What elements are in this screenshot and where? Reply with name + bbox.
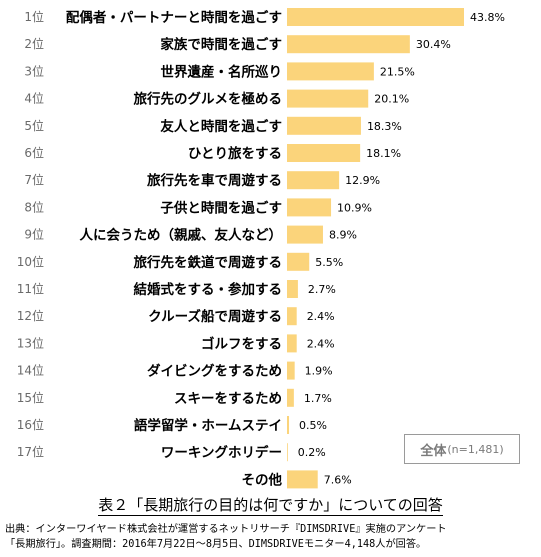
bar: [287, 171, 340, 190]
value-label: 2.4%: [307, 337, 335, 350]
rank-label: 11位: [17, 281, 44, 296]
value-label: 5.5%: [315, 256, 343, 269]
rank-label: 2位: [24, 36, 44, 51]
category-label: 世界遺産・名所巡り: [161, 63, 283, 80]
category-label: 語学留学・ホームステイ: [134, 417, 282, 434]
bar: [287, 225, 323, 244]
bar: [287, 280, 298, 298]
rank-label: 15位: [17, 390, 44, 405]
rank-label: 8位: [24, 199, 44, 214]
rank-label: 12位: [17, 308, 44, 323]
bar: [287, 8, 464, 26]
bar: [287, 144, 361, 162]
bar: [287, 416, 290, 434]
category-label: 旅行先を車で周遊する: [147, 172, 282, 189]
bar: [287, 443, 288, 462]
rank-label: 17位: [17, 444, 44, 459]
category-label: 家族で時間を過ごす: [160, 36, 282, 53]
rank-label: 13位: [17, 335, 44, 350]
bar: [287, 361, 295, 380]
category-label: ダイビングをするため: [147, 363, 282, 380]
rank-label: 10位: [17, 254, 44, 269]
legend-box: 全体 (n=1,481): [404, 434, 520, 464]
category-label: ゴルフをする: [201, 335, 282, 352]
rank-label: 1位: [24, 9, 44, 24]
category-label: 旅行先を鉄道で周遊する: [134, 254, 283, 271]
rank-label: 6位: [24, 145, 44, 160]
source-line-2: 「長期旅行」。調査期間：2016年7月22日～8月5日、DIMSDRIVEモニタ…: [5, 539, 427, 550]
bar: [287, 388, 294, 407]
rank-label: 9位: [24, 227, 44, 242]
value-label: 8.9%: [329, 229, 357, 242]
value-label: 43.8%: [470, 11, 505, 24]
bar: [287, 35, 410, 54]
category-label: 友人と時間を過ごす: [160, 118, 282, 135]
value-label: 2.7%: [308, 283, 336, 296]
value-label: 12.9%: [345, 174, 380, 187]
value-label: 18.3%: [367, 120, 402, 133]
category-label: ワーキングホリデー: [161, 444, 282, 461]
value-label: 20.1%: [374, 93, 409, 106]
value-label: 1.9%: [305, 365, 333, 378]
legend-count: (n=1,481): [447, 442, 504, 456]
bar: [287, 470, 318, 489]
value-label: 1.7%: [304, 392, 332, 405]
chart-caption: 表２「長期旅行の目的は何ですか」についての回答: [0, 494, 541, 516]
category-label: クルーズ船で周遊する: [148, 308, 282, 325]
source-line-1: 出典：インターワイヤード株式会社が運営するネットリサーチ『DIMSDRIVE』実…: [5, 524, 447, 535]
value-label: 0.5%: [299, 419, 327, 432]
category-label: 人に会うため（親戚、友人など）: [80, 227, 283, 244]
value-label: 7.6%: [324, 473, 352, 486]
rank-label: 14位: [17, 363, 44, 378]
legend-label: 全体: [420, 443, 447, 459]
bar: [287, 62, 374, 81]
category-label: 子供と時間を過ごす: [160, 199, 282, 216]
caption-text: 表２「長期旅行の目的は何ですか」についての回答: [98, 496, 443, 516]
value-label: 0.2%: [298, 446, 326, 459]
bar-chart: 1位 配偶者・パートナーと時間を過ごす 43.8% 2位 家族で時間を過ごす 30.4% 3…: [17, 8, 505, 489]
rank-label: 3位: [24, 63, 44, 78]
bar: [287, 198, 332, 217]
source-note: 出典：インターワイヤード株式会社が運営するネットリサーチ『DIMSDRIVE』実…: [5, 522, 541, 552]
rank-label: 7位: [24, 172, 44, 187]
value-label: 2.4%: [307, 310, 335, 323]
value-label: 30.4%: [416, 38, 451, 51]
value-label: 18.1%: [366, 147, 401, 160]
category-label: 結婚式をする・参加する: [134, 281, 283, 298]
category-label: 配偶者・パートナーと時間を過ごす: [66, 9, 282, 26]
bar: [287, 89, 369, 108]
category-label: スキーをするため: [174, 391, 282, 407]
category-label: その他: [242, 471, 283, 488]
bar: [287, 252, 310, 271]
rank-label: 5位: [24, 118, 44, 133]
value-label: 21.5%: [380, 65, 415, 78]
category-label: 旅行先のグルメを極める: [134, 91, 283, 108]
value-label: 10.9%: [337, 201, 372, 214]
category-label: ひとり旅をする: [188, 145, 282, 162]
rank-label: 4位: [24, 91, 44, 106]
bar: [287, 116, 361, 135]
bar: [287, 307, 297, 326]
rank-label: 16位: [17, 417, 44, 432]
bar: [287, 334, 297, 353]
